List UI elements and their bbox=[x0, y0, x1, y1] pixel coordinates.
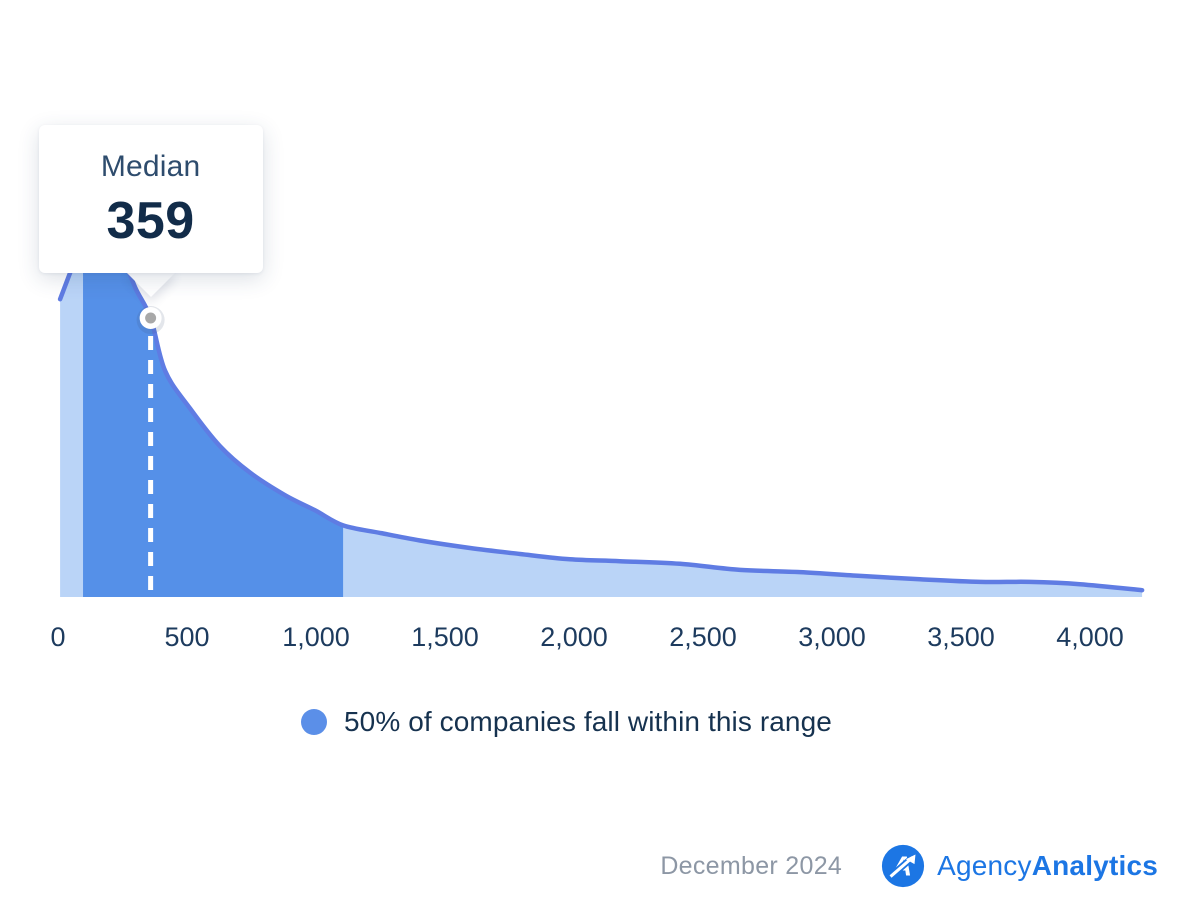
legend-dot-icon bbox=[301, 709, 327, 735]
brand-name-bold: Analytics bbox=[1031, 850, 1158, 881]
curve-area-50pct-band bbox=[83, 219, 344, 597]
x-tick-label: 1,000 bbox=[282, 622, 350, 652]
median-marker bbox=[136, 306, 165, 335]
tooltip-value: 359 bbox=[106, 192, 195, 250]
legend: 50% of companies fall within this range bbox=[301, 703, 832, 741]
legend-label: 50% of companies fall within this range bbox=[344, 706, 832, 737]
marker-dot bbox=[145, 312, 157, 324]
footer: December 2024 A AgencyAnalytics bbox=[660, 842, 1158, 890]
x-tick-label: 500 bbox=[164, 622, 210, 652]
x-tick-label: 2,000 bbox=[540, 622, 608, 652]
brand-name-regular: Agency bbox=[937, 850, 1032, 881]
x-tick-label: 0 bbox=[50, 622, 66, 652]
tooltip-label: Median bbox=[100, 150, 201, 183]
x-tick-label: 3,500 bbox=[927, 622, 995, 652]
x-tick-label: 3,000 bbox=[798, 622, 866, 652]
x-tick-label: 4,000 bbox=[1056, 622, 1124, 652]
median-tooltip: Median 359 bbox=[38, 125, 263, 273]
x-tick-label: 2,500 bbox=[669, 622, 737, 652]
brand-wordmark: AgencyAnalytics bbox=[937, 850, 1158, 882]
x-tick-label: 1,500 bbox=[411, 622, 479, 652]
brand-logo: A AgencyAnalytics bbox=[880, 843, 1158, 889]
agency-analytics-logo-icon: A bbox=[882, 844, 925, 888]
footer-date: December 2024 bbox=[660, 851, 843, 880]
